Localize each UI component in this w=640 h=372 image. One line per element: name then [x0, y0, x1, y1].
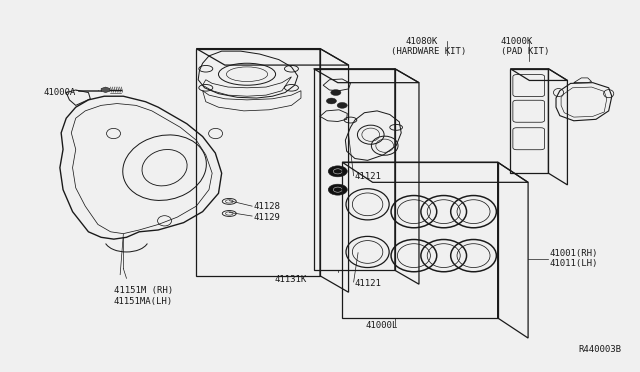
- Text: 41129: 41129: [253, 213, 280, 222]
- Text: 41000K: 41000K: [501, 37, 533, 46]
- Polygon shape: [101, 87, 110, 93]
- Text: 41000A: 41000A: [44, 88, 76, 97]
- Circle shape: [328, 166, 348, 177]
- Circle shape: [328, 184, 348, 195]
- Circle shape: [331, 90, 341, 96]
- Text: 41080K: 41080K: [406, 37, 438, 46]
- Text: 41011(LH): 41011(LH): [550, 259, 598, 268]
- Circle shape: [337, 102, 348, 108]
- Text: R440003B: R440003B: [579, 344, 621, 353]
- Text: 41000L: 41000L: [365, 321, 398, 330]
- Circle shape: [326, 98, 337, 104]
- Text: 41131K: 41131K: [275, 275, 307, 284]
- Text: 41151MA(LH): 41151MA(LH): [114, 297, 173, 306]
- Text: 41001(RH): 41001(RH): [550, 249, 598, 258]
- Text: 41121: 41121: [355, 172, 382, 181]
- Text: 41128: 41128: [253, 202, 280, 211]
- Text: 41121: 41121: [355, 279, 382, 288]
- Text: 41151M (RH): 41151M (RH): [114, 286, 173, 295]
- Text: (HARDWARE KIT): (HARDWARE KIT): [391, 46, 467, 56]
- Text: (PAD KIT): (PAD KIT): [501, 46, 549, 56]
